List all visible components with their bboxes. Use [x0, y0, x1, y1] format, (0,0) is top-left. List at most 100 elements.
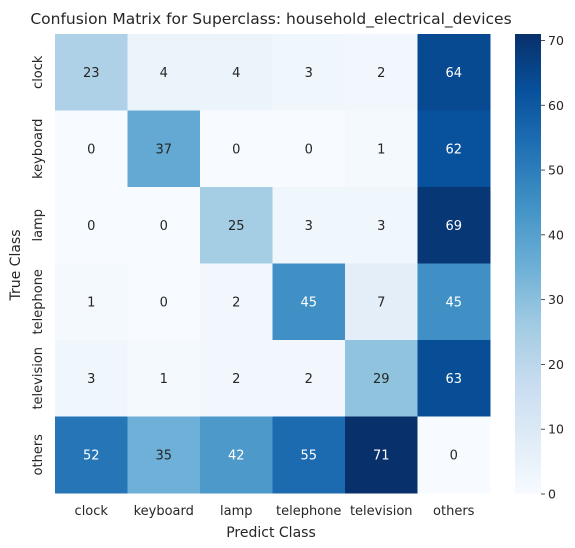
heatmap-cell [55, 187, 128, 264]
y-tick-label: others [31, 434, 46, 476]
heatmap-cell [417, 416, 491, 494]
heatmap-cell [345, 34, 418, 111]
heatmap-cell [272, 110, 346, 188]
cell-value-label: 29 [373, 372, 390, 387]
cell-value-label: 64 [445, 66, 462, 81]
x-axis-label: Predict Class [226, 525, 316, 541]
cell-value-label: 0 [232, 142, 240, 157]
heatmap-cell [200, 187, 273, 264]
cell-value-label: 2 [232, 372, 240, 387]
cell-value-label: 1 [377, 142, 385, 157]
cell-value-label: 4 [232, 66, 240, 81]
heatmap-cell [417, 34, 491, 111]
y-tick-label: lamp [31, 209, 46, 242]
colorbar-tick-label: 60 [548, 98, 564, 113]
colorbar-tick-label: 20 [548, 357, 564, 372]
heatmap-cell [417, 340, 491, 417]
heatmap-cell [345, 110, 418, 188]
x-tick-label: keyboard [134, 504, 194, 519]
heatmap-cell [345, 187, 418, 264]
heatmap-cell [55, 263, 128, 341]
colorbar-tick-label: 30 [548, 292, 564, 307]
cell-value-label: 52 [83, 448, 100, 463]
heatmap-cell [417, 110, 491, 188]
y-axis-ticks: clock keyboard lamp telephone television othe… [31, 55, 46, 475]
heatmap-cell [272, 34, 346, 111]
x-tick-label: lamp [220, 504, 253, 519]
heatmap-cell [272, 340, 346, 417]
heatmap-cell [200, 34, 273, 111]
y-tick-label: television [31, 347, 46, 410]
cell-value-label: 23 [83, 66, 100, 81]
heatmap-cell [127, 187, 201, 264]
chart-title: Confusion Matrix for Superclass: househo… [30, 10, 511, 29]
heatmap-cell [345, 263, 418, 341]
colorbar-tick-label: 50 [548, 163, 564, 178]
heatmap-cell [272, 416, 346, 494]
colorbar-tick-label: 40 [548, 227, 564, 242]
y-tick-label: clock [31, 55, 46, 89]
cell-value-label: 45 [445, 295, 462, 310]
heatmap-cell [127, 110, 201, 188]
heatmap-cell [127, 263, 201, 341]
y-tick-label: keyboard [31, 119, 46, 179]
heatmap-cell [345, 416, 418, 494]
heatmap-cell [345, 340, 418, 417]
cell-value-label: 63 [445, 372, 462, 387]
x-tick-label: clock [75, 504, 109, 519]
heatmap-cell [127, 416, 201, 494]
colorbar-tick-label: 10 [548, 422, 564, 437]
cell-value-label: 37 [155, 142, 172, 157]
heatmap-cell [272, 187, 346, 264]
heatmap-cell [200, 263, 273, 341]
cell-value-label: 2 [232, 295, 240, 310]
cell-value-label: 55 [300, 448, 317, 463]
cell-value-label: 4 [160, 66, 168, 81]
cell-value-label: 62 [445, 142, 462, 157]
cell-value-label: 7 [377, 295, 385, 310]
cell-value-label: 3 [377, 219, 385, 234]
heatmap-cells [55, 34, 491, 494]
y-axis-label: True Class [8, 229, 24, 301]
heatmap-cell [200, 110, 273, 188]
heatmap-cell [55, 110, 128, 188]
colorbar-tick-label: 70 [548, 33, 564, 48]
cell-value-label: 0 [160, 219, 168, 234]
cell-value-label: 2 [305, 372, 313, 387]
cell-value-label: 0 [87, 219, 95, 234]
heatmap-cell-labels: 23 4 4 3 2 64 0 37 0 0 1 62 0 0 25 3 3 69 1 0 2 45 7 45 3 1 2 2 29 63… [83, 66, 462, 464]
heatmap-cell [200, 416, 273, 494]
y-tick-label: telephone [31, 269, 46, 334]
cell-value-label: 2 [377, 66, 385, 81]
cell-value-label: 42 [228, 448, 245, 463]
heatmap-cell [272, 263, 346, 341]
cell-value-label: 3 [87, 372, 95, 387]
heatmap-cell [417, 187, 491, 264]
cell-value-label: 1 [160, 372, 168, 387]
heatmap-cell [55, 416, 128, 494]
cell-value-label: 69 [445, 219, 462, 234]
cell-value-label: 45 [300, 295, 317, 310]
cell-value-label: 0 [305, 142, 313, 157]
x-tick-label: others [433, 504, 475, 519]
colorbar-ticks: 0 10 20 30 40 50 60 70 [541, 33, 564, 502]
heatmap-cell [55, 340, 128, 417]
cell-value-label: 0 [160, 295, 168, 310]
colorbar [515, 34, 541, 494]
x-tick-label: telephone [276, 504, 341, 519]
heatmap-cell [55, 34, 128, 111]
cell-value-label: 3 [305, 219, 313, 234]
heatmap-cell [127, 340, 201, 417]
x-axis-ticks: clock keyboard lamp telephone television othe… [75, 504, 475, 519]
heatmap-cell [127, 34, 201, 111]
heatmap-cell [200, 340, 273, 417]
cell-value-label: 35 [155, 448, 172, 463]
colorbar-tick-label: 0 [548, 487, 556, 502]
cell-value-label: 0 [450, 448, 458, 463]
heatmap-cell [417, 263, 491, 341]
cell-value-label: 3 [305, 66, 313, 81]
x-tick-label: television [350, 504, 413, 519]
cell-value-label: 71 [373, 448, 390, 463]
cell-value-label: 25 [228, 219, 245, 234]
